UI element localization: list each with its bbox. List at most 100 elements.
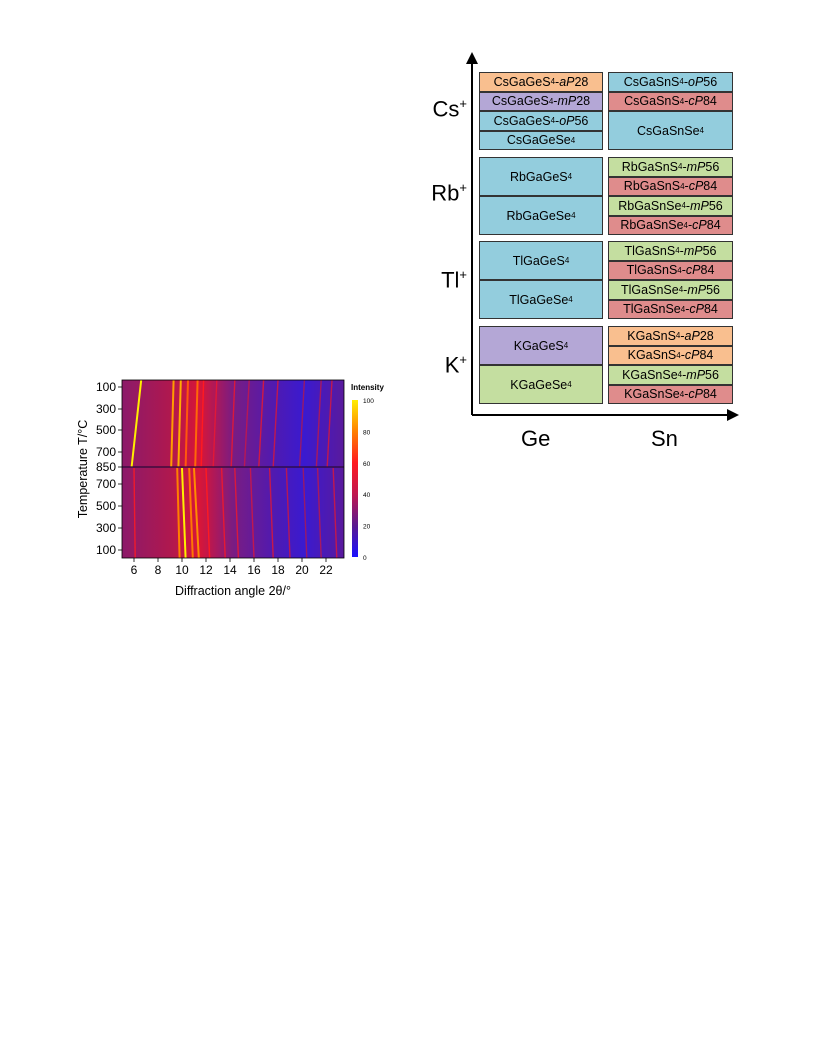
- y-tick-label-2: 500: [96, 423, 116, 437]
- reflection-cooling-3: [188, 467, 194, 558]
- formula-pre: RbGaGeS: [509, 169, 568, 184]
- compound-cell-tl-sn-1: TlGaSnS 4- cP 84: [608, 260, 733, 280]
- compound-cell-tl-sn-2: TlGaSnSe 4- mP 56: [608, 280, 733, 300]
- formula-sep: -: [684, 94, 689, 109]
- formula-sep: -: [684, 387, 689, 402]
- y-tick-label-8: 100: [96, 543, 116, 557]
- formula-sub: 4: [679, 77, 684, 87]
- formula-sep: -: [682, 159, 687, 174]
- x-axis-arrow: [727, 409, 739, 421]
- formula-it: aP: [684, 328, 700, 343]
- cation-symbol: Tl: [441, 267, 460, 293]
- reflection-heating-0: [130, 380, 143, 468]
- y-tick-label-4: 850: [96, 460, 116, 474]
- y-axis-arrow: [466, 52, 478, 64]
- x-tick-label-3: 12: [199, 563, 213, 577]
- compound-cell-cs-ge-3: CsGaGeSe 4: [479, 130, 603, 150]
- reflection-cooling-12: [316, 467, 322, 558]
- cation-label-cs: Cs+: [433, 96, 467, 122]
- formula-sep: -: [679, 243, 684, 258]
- y-tick-label-1: 300: [96, 402, 116, 416]
- formula-suf: 28: [699, 328, 714, 343]
- heatmap-chart: 6 8 10 12 14 16 18 20 22100300500700850700500300…: [76, 379, 384, 598]
- y-tick-label-0: 100: [96, 380, 116, 394]
- formula-sub: 4: [679, 96, 685, 106]
- x-category-sn: Sn: [651, 426, 678, 451]
- reflection-heating-10: [272, 380, 279, 468]
- formula-pre: TlGaSnSe: [623, 302, 681, 317]
- formula-pre: CsGaSnS: [623, 74, 680, 89]
- compound-cell-tl-ge-1: TlGaGeSe 4: [479, 280, 603, 319]
- formula-it: oP: [559, 113, 575, 128]
- reflection-cooling-2: [181, 467, 187, 558]
- formula-sub: 4: [680, 304, 686, 314]
- formula-sep: -: [683, 74, 688, 89]
- formula-pre: TlGaSnS: [626, 263, 678, 278]
- compound-cell-cs-ge-1: CsGaGeS 4- mP 28: [479, 91, 603, 111]
- formula-pre: KGaSnS: [627, 328, 676, 343]
- compound-cell-k-sn-2: KGaSnSe 4- mP 56: [608, 365, 733, 385]
- formula-it: mP: [690, 198, 709, 213]
- formula-sep: -: [555, 113, 560, 128]
- formula-pre: RbGaGeSe: [506, 208, 572, 223]
- formula-pre: CsGaGeS: [493, 113, 551, 128]
- heatmap-plot-area: [122, 380, 344, 558]
- formula-suf: 84: [703, 302, 718, 317]
- x-tick-label-2: 10: [175, 563, 189, 577]
- heatmap-x-label: Diffraction angle 2θ/°: [175, 584, 291, 598]
- formula-it: mP: [686, 367, 706, 382]
- formula-pre: RbGaSnSe: [620, 218, 684, 233]
- formula-sep: -: [685, 198, 691, 213]
- reflection-cooling-10: [285, 467, 291, 558]
- x-tick-label-5: 16: [247, 563, 261, 577]
- formula-sep: -: [681, 263, 686, 278]
- reflection-heating-9: [258, 380, 265, 468]
- formula-sub: 4: [681, 201, 686, 211]
- formula-suf: 56: [705, 159, 720, 174]
- formula-it: cP: [685, 263, 701, 278]
- formula-suf: 28: [574, 74, 589, 89]
- phase-diagram-axes: [466, 52, 739, 421]
- formula-sep: -: [553, 94, 558, 109]
- colorbar-label: Intensity: [351, 383, 384, 392]
- cation-charge: +: [459, 352, 467, 367]
- formula-suf: 56: [708, 198, 723, 213]
- formula-suf: 84: [700, 263, 715, 278]
- formula-suf: 56: [706, 282, 720, 297]
- colorbar-gradient: [352, 400, 358, 557]
- compound-cell-tl-sn-0: TlGaSnS 4- mP 56: [608, 241, 733, 261]
- compound-cell-cs-sn-0: CsGaSnS 4- oP 56: [608, 72, 733, 92]
- formula-sep: -: [683, 282, 688, 297]
- compound-cell-cs-sn-2: CsGaSnSe 4: [608, 111, 733, 150]
- formula-sub: 4: [699, 126, 704, 135]
- colorbar-tick-1: 80: [363, 429, 371, 436]
- formula-it: cP: [684, 348, 700, 363]
- cation-label-k: K+: [445, 352, 467, 378]
- formula-pre: KGaSnSe: [622, 367, 678, 382]
- compound-cell-k-sn-0: KGaSnS 4- aP 28: [608, 326, 733, 346]
- formula-sub: 4: [567, 172, 573, 181]
- phase-diagram: CsGaGeS 4- aP 28 CsGaGeS 4- mP 28 CsGaGeS 4- oP 56 C…: [415, 50, 760, 460]
- formula-sub: 4: [564, 256, 570, 265]
- compound-cell-cs-sn-1: CsGaSnS 4- cP 84: [608, 91, 733, 111]
- reflection-cooling-9: [268, 467, 274, 558]
- compound-cell-rb-sn-1: RbGaSnS 4- cP 84: [608, 176, 733, 196]
- formula-sub: 4: [570, 135, 576, 145]
- compound-cell-rb-sn-0: RbGaSnS 4- mP 56: [608, 157, 733, 177]
- cation-symbol: K: [444, 352, 460, 378]
- compound-cell-k-ge-1: KGaGeSe 4: [479, 365, 603, 404]
- formula-sub: 4: [550, 77, 556, 87]
- reflection-cooling-6: [220, 467, 226, 558]
- x-tick-label-0: 6: [131, 563, 138, 577]
- compound-cell-tl-ge-0: TlGaGeS 4: [479, 241, 603, 280]
- heatmap-axes: 6 8 10 12 14 16 18 20 22100300500700850700500300…: [96, 379, 345, 577]
- formula-sub: 4: [548, 96, 554, 106]
- formula-it: cP: [689, 302, 704, 317]
- colorbar-tick-4: 20: [363, 524, 371, 531]
- reflection-cooling-1: [176, 467, 181, 558]
- reflection-heating-2: [177, 380, 182, 468]
- formula-suf: 28: [576, 94, 591, 109]
- heatmap-y-label: Temperature T/°C: [76, 420, 90, 519]
- formula-sub: 4: [678, 162, 683, 172]
- compound-cell-rb-ge-0: RbGaGeS 4: [479, 157, 603, 196]
